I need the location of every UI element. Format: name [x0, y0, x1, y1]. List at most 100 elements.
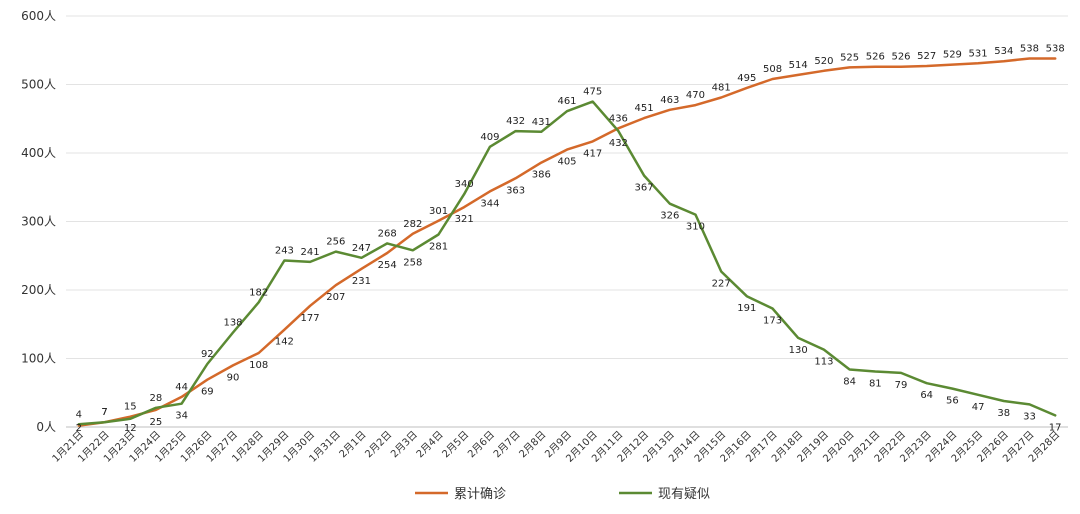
data-label-confirmed: 386	[532, 170, 551, 181]
y-tick-label: 100人	[21, 352, 56, 366]
data-label-confirmed: 15	[124, 402, 137, 413]
y-tick-label: 0人	[36, 420, 56, 434]
data-label-confirmed: 321	[455, 214, 474, 225]
data-label-confirmed: 470	[686, 90, 705, 101]
data-label-suspected: 431	[532, 117, 551, 128]
data-label-confirmed: 514	[789, 60, 808, 71]
data-label-suspected: 28	[150, 393, 163, 404]
data-label-suspected: 256	[326, 237, 345, 248]
data-label-confirmed: 108	[249, 360, 268, 371]
data-label-suspected: 47	[972, 402, 985, 413]
data-label-confirmed: 2	[76, 423, 82, 434]
data-label-suspected: 173	[763, 315, 782, 326]
data-label-suspected: 227	[712, 279, 731, 290]
x-tick-label: 2月8日	[517, 429, 549, 461]
data-label-suspected: 38	[997, 408, 1010, 419]
data-label-suspected: 4	[76, 409, 82, 420]
data-label-confirmed: 90	[227, 372, 240, 383]
data-label-confirmed: 538	[1046, 43, 1065, 54]
data-label-suspected: 326	[660, 211, 679, 222]
data-label-suspected: 475	[583, 87, 602, 98]
data-label-confirmed: 207	[326, 292, 345, 303]
x-tick-label: 2月7日	[491, 429, 523, 461]
data-label-confirmed: 529	[943, 50, 962, 61]
x-axis: 1月21日1月22日1月23日1月24日1月25日1月26日1月27日1月28日…	[50, 429, 1062, 465]
data-label-confirmed: 495	[737, 73, 756, 84]
data-label-suspected: 182	[249, 287, 268, 298]
data-label-suspected: 367	[635, 183, 654, 194]
data-label-confirmed: 525	[840, 52, 859, 63]
data-label-confirmed: 177	[301, 313, 320, 324]
data-label-suspected: 81	[869, 379, 882, 390]
data-label-suspected: 432	[609, 138, 628, 149]
data-label-confirmed: 531	[969, 48, 988, 59]
gridlines	[66, 15, 1068, 428]
data-label-confirmed: 508	[763, 64, 782, 75]
data-label-suspected: 92	[201, 349, 214, 360]
data-label-suspected: 191	[737, 303, 756, 314]
data-label-confirmed: 254	[378, 260, 397, 271]
data-label-confirmed: 142	[275, 337, 294, 348]
data-label-suspected: 79	[895, 380, 908, 391]
data-label-suspected: 17	[1049, 422, 1062, 433]
series-line-confirmed	[77, 57, 1057, 427]
x-tick-label: 2月1日	[337, 429, 369, 461]
data-label-confirmed: 301	[429, 206, 448, 217]
data-label-confirmed: 526	[866, 52, 885, 63]
y-axis: 0人 100人 200人 300人 400人 500人 600人	[21, 9, 56, 434]
data-labels: 2 7 15 25 44 69 90 108 142 177 207 231 254 282 301 321 3…	[76, 43, 1065, 434]
y-tick-label: 600人	[21, 9, 56, 23]
x-tick-label: 2月2日	[363, 429, 395, 461]
data-label-suspected: 268	[378, 228, 397, 239]
data-label-suspected: 138	[223, 317, 242, 328]
x-tick-label: 2月4日	[414, 429, 446, 461]
data-label-confirmed: 527	[917, 51, 936, 62]
x-tick-label: 2月3日	[388, 429, 420, 461]
data-label-confirmed: 344	[480, 198, 499, 209]
x-tick-label: 2月6日	[465, 429, 497, 461]
data-label-suspected: 12	[124, 423, 137, 434]
data-label-suspected: 258	[403, 257, 422, 268]
data-label-suspected: 461	[557, 96, 576, 107]
data-label-confirmed: 363	[506, 185, 525, 196]
data-label-suspected: 340	[455, 179, 474, 190]
data-label-confirmed: 436	[609, 113, 628, 124]
y-tick-label: 400人	[21, 146, 56, 160]
data-label-suspected: 130	[789, 345, 808, 356]
data-label-suspected: 409	[480, 132, 499, 143]
data-label-confirmed: 538	[1020, 43, 1039, 54]
data-label-suspected: 34	[175, 411, 188, 422]
data-label-confirmed: 520	[814, 56, 833, 67]
data-label-suspected: 84	[843, 376, 856, 387]
legend: 累计确诊 现有疑似	[415, 486, 710, 502]
data-label-suspected: 33	[1023, 411, 1036, 422]
data-label-confirmed: 25	[150, 417, 163, 428]
data-label-suspected: 432	[506, 116, 525, 127]
data-label-suspected: 64	[920, 390, 933, 401]
y-tick-label: 500人	[21, 78, 56, 92]
data-label-confirmed: 463	[660, 95, 679, 106]
data-label-suspected: 241	[301, 247, 320, 258]
data-label-suspected: 281	[429, 242, 448, 253]
data-label-confirmed: 405	[557, 157, 576, 168]
data-label-suspected: 7	[101, 407, 107, 418]
series-line-suspected	[77, 100, 1057, 426]
data-label-confirmed: 481	[712, 83, 731, 94]
data-label-confirmed: 534	[994, 46, 1013, 57]
data-label-suspected: 310	[686, 222, 705, 233]
series-lines	[77, 57, 1057, 427]
data-label-confirmed: 526	[891, 52, 910, 63]
data-label-confirmed: 282	[403, 219, 422, 230]
data-label-suspected: 247	[352, 243, 371, 254]
data-label-confirmed: 69	[201, 387, 214, 398]
y-tick-label: 200人	[21, 283, 56, 297]
data-label-confirmed: 417	[583, 148, 602, 159]
legend-label-suspected: 现有疑似	[658, 486, 710, 502]
data-label-suspected: 113	[814, 357, 833, 368]
data-label-suspected: 243	[275, 246, 294, 257]
legend-label-confirmed: 累计确诊	[454, 487, 506, 502]
data-label-confirmed: 44	[175, 382, 188, 393]
data-label-confirmed: 451	[635, 103, 654, 114]
x-tick-label: 2月5日	[440, 429, 472, 461]
